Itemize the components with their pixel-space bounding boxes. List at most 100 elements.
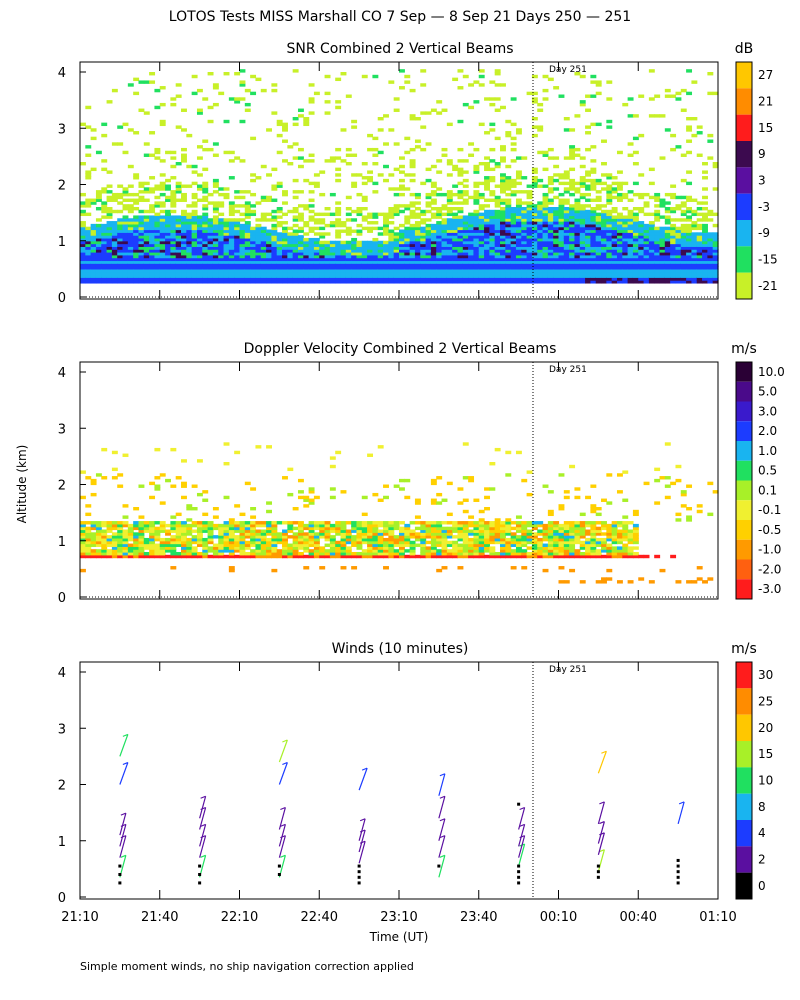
heatmap-cell: [489, 192, 496, 197]
heatmap-cell: [595, 268, 602, 273]
heatmap-cell: [500, 209, 506, 214]
heatmap-cell: [175, 218, 182, 222]
heatmap-cell: [547, 207, 554, 211]
heatmap-cell: [356, 207, 363, 211]
heatmap-cell: [372, 537, 379, 542]
heatmap-cell: [537, 128, 544, 132]
heatmap-cell: [297, 240, 304, 245]
heatmap-cell: [101, 229, 108, 233]
heatmap-cell: [282, 529, 288, 533]
heatmap-cell: [388, 240, 395, 245]
heatmap-cell: [510, 246, 517, 250]
heatmap-cell: [266, 549, 272, 553]
heatmap-cell: [414, 249, 421, 253]
heatmap-cell: [430, 554, 437, 559]
heatmap-cell: [494, 72, 501, 76]
heatmap-cell: [154, 263, 161, 267]
heatmap-cell: [361, 526, 368, 531]
heatmap-cell: [558, 218, 565, 222]
heatmap-cell: [399, 243, 405, 247]
heatmap-cell: [196, 257, 203, 262]
heatmap-cell: [563, 156, 570, 160]
heatmap-cell: [170, 246, 177, 250]
heatmap-cell: [670, 223, 677, 228]
heatmap-cell: [223, 554, 230, 559]
heatmap-cell: [611, 232, 618, 236]
heatmap-cell: [473, 532, 480, 536]
heatmap-cell: [218, 529, 225, 533]
heatmap-cell: [292, 266, 299, 270]
heatmap-cell: [196, 254, 203, 259]
heatmap-cell: [590, 243, 597, 247]
heatmap-cell: [574, 201, 581, 205]
heatmap-cell: [127, 546, 134, 550]
heatmap-cell: [345, 243, 352, 247]
colorbar-label: 21: [758, 95, 773, 109]
heatmap-cell: [696, 237, 703, 242]
heatmap-cell: [324, 207, 331, 211]
heatmap-cell: [691, 277, 698, 281]
heatmap-cell: [606, 274, 613, 278]
heatmap-cell: [207, 232, 214, 236]
heatmap-cell: [244, 526, 251, 531]
heatmap-cell: [547, 215, 554, 219]
heatmap-cell: [430, 108, 437, 112]
heatmap-cell: [165, 246, 171, 250]
heatmap-cell: [191, 223, 198, 228]
heatmap-cell: [255, 554, 262, 559]
heatmap-cell: [441, 546, 448, 550]
heatmap-cell: [404, 221, 411, 225]
heatmap-cell: [702, 246, 708, 250]
heatmap-cell: [702, 212, 708, 217]
heatmap-cell: [335, 450, 342, 455]
heatmap-cell: [595, 277, 602, 281]
y-tick-label: 1: [58, 235, 66, 250]
heatmap-cell: [356, 277, 363, 281]
heatmap-cell: [340, 240, 347, 245]
heatmap-cell: [266, 523, 272, 528]
heatmap-cell: [462, 192, 469, 197]
heatmap-cell: [85, 246, 92, 250]
heatmap-cell: [457, 277, 464, 281]
heatmap-cell: [686, 260, 693, 264]
heatmap-cell: [675, 274, 682, 278]
heatmap-cell: [553, 274, 560, 278]
heatmap-cell: [590, 223, 597, 228]
heatmap-cell: [702, 207, 708, 211]
heatmap-cell: [590, 178, 597, 183]
heatmap-cell: [223, 192, 230, 197]
heatmap-cell: [430, 212, 437, 217]
heatmap-cell: [494, 526, 501, 531]
heatmap-cell: [526, 246, 533, 250]
heatmap-cell: [329, 523, 336, 528]
colorbar-frame: [735, 61, 753, 300]
heatmap-cell: [494, 235, 501, 239]
heatmap-cell: [95, 235, 102, 239]
heatmap-cell: [228, 207, 235, 211]
heatmap-cell: [319, 260, 326, 264]
heatmap-cell: [308, 498, 315, 502]
heatmap-cell: [260, 543, 267, 547]
heatmap-cell: [138, 543, 145, 547]
heatmap-cell: [85, 266, 92, 270]
heatmap-cell: [441, 235, 448, 239]
heatmap-cell: [266, 128, 272, 132]
heatmap-cell: [372, 523, 379, 528]
heatmap-cell: [627, 254, 634, 259]
heatmap-cell: [648, 260, 655, 264]
heatmap-cell: [494, 201, 501, 205]
heatmap-cell: [696, 240, 703, 245]
heatmap-cell: [266, 274, 272, 278]
heatmap-cell: [670, 246, 677, 250]
heatmap-cell: [255, 445, 262, 449]
heatmap-cell: [526, 249, 533, 253]
heatmap-cell: [452, 207, 459, 211]
heatmap-cell: [547, 240, 554, 245]
heatmap-cell: [228, 537, 235, 542]
heatmap-cell: [515, 546, 522, 550]
heatmap-cell: [218, 271, 225, 276]
heatmap-cell: [558, 240, 565, 245]
heatmap-cell: [707, 274, 714, 278]
heatmap-cell: [579, 184, 586, 188]
heatmap-cell: [585, 147, 591, 152]
